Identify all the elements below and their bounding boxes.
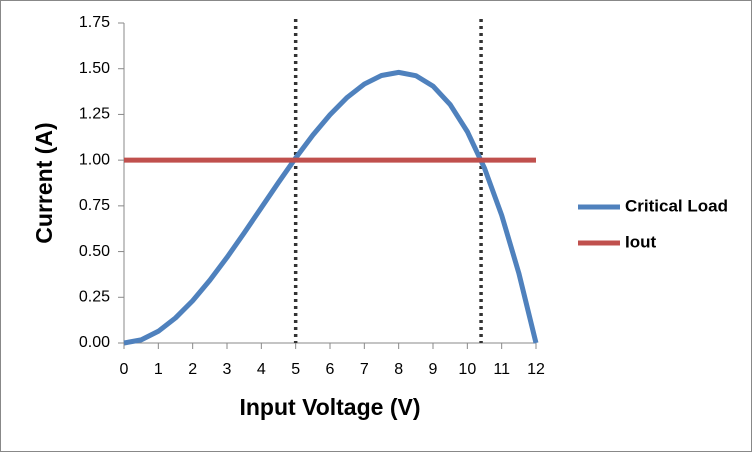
y-tick-label: 1.75 — [79, 14, 110, 31]
x-tick-label: 2 — [188, 361, 197, 378]
x-tick-label: 3 — [223, 361, 232, 378]
y-tick-label: 1.00 — [79, 151, 110, 168]
x-tick-label: 4 — [257, 361, 266, 378]
x-axis-title: Input Voltage (V) — [239, 394, 420, 420]
y-tick-label: 0.25 — [79, 289, 110, 306]
x-tick-label: 12 — [527, 361, 545, 378]
x-tick-label: 5 — [291, 361, 300, 378]
y-tick-label: 1.25 — [79, 106, 110, 123]
y-tick-label: 1.50 — [79, 60, 110, 77]
x-tick-label: 9 — [429, 361, 438, 378]
y-tick-label: 0.50 — [79, 243, 110, 260]
x-tick-label: 8 — [394, 361, 403, 378]
y-axis-title: Current (A) — [31, 122, 57, 243]
x-tick-label: 6 — [326, 361, 335, 378]
y-tick-label: 0.00 — [79, 334, 110, 351]
legend-text: Iout — [625, 232, 656, 251]
x-tick-label: 11 — [493, 361, 510, 378]
series-line — [123, 69, 539, 346]
x-tick-label: 1 — [154, 361, 163, 378]
x-tick-label: 7 — [360, 361, 369, 378]
x-tick-label: 10 — [458, 361, 476, 378]
y-tick-label: 0.75 — [79, 197, 110, 214]
x-tick-label: 0 — [120, 361, 129, 378]
legend-text: Critical Load — [625, 196, 728, 215]
